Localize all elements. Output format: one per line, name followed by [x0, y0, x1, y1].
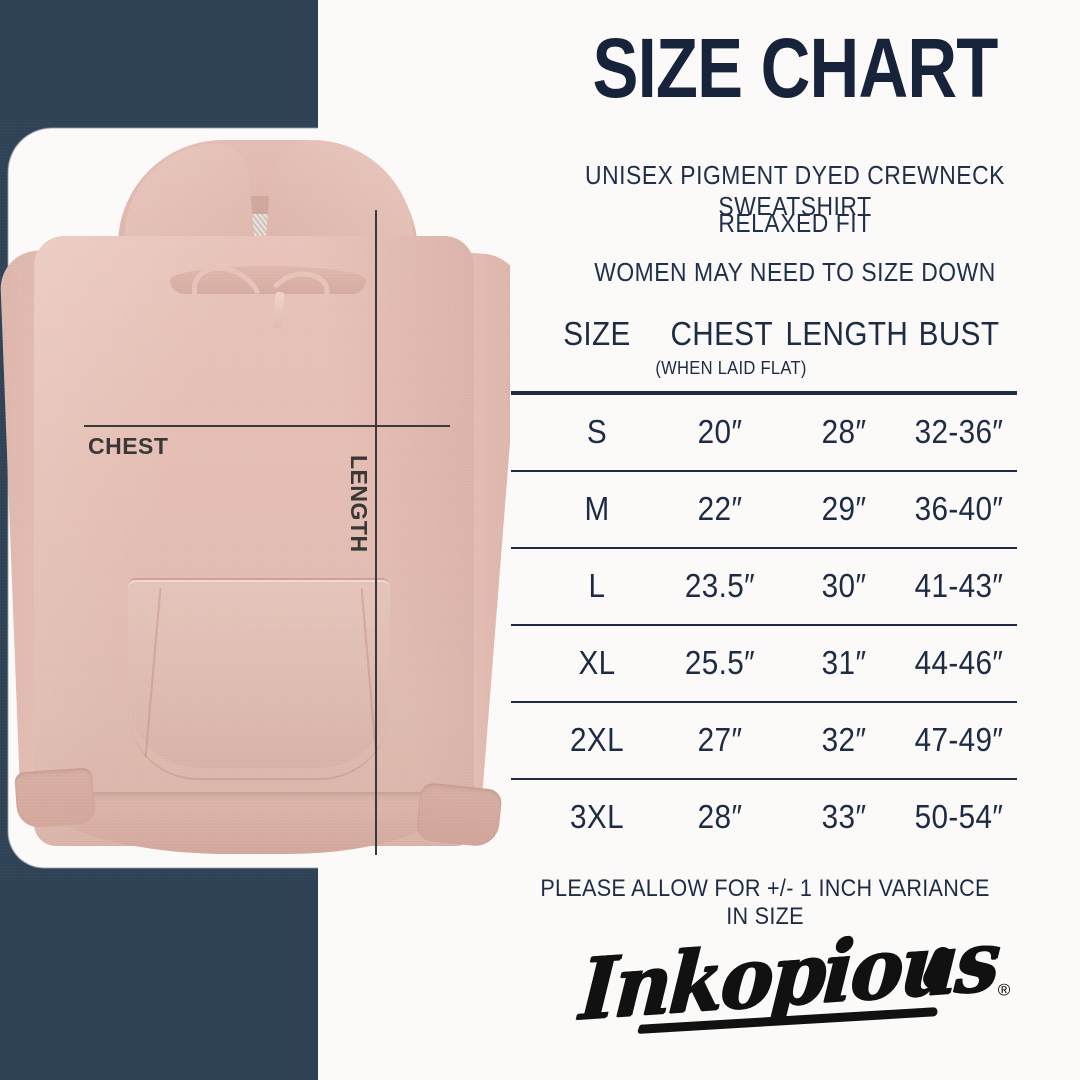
- cell-length: 32″: [821, 721, 867, 758]
- column-header-size: SIZE: [563, 315, 631, 352]
- table-top-rule: [511, 391, 1017, 395]
- column-header-note: (WHEN LAID FLAT): [655, 358, 807, 378]
- cell-bust: 41-43″: [914, 567, 1004, 604]
- table-header-row: SIZE CHEST LENGTH BUST (WHEN LAID FLAT): [511, 315, 1017, 391]
- product-photo: CHEST LENGTH: [0, 0, 510, 1080]
- table-row: 2XL 27″ 32″ 47-49″: [511, 703, 1017, 778]
- brand-logo: Inkopious®: [510, 911, 1080, 1039]
- neck-band: [170, 266, 366, 294]
- sweatshirt-illustration: [0, 0, 510, 1080]
- row-divider: [511, 778, 1017, 780]
- table-row: S 20″ 28″ 32-36″: [511, 395, 1017, 470]
- chart-column: SIZE CHART UNISEX PIGMENT DYED CREWNECK …: [510, 0, 1080, 1080]
- cell-length: 31″: [821, 644, 867, 681]
- logo-wordmark: Inkopious: [576, 911, 1001, 1040]
- table-row: XL 25.5″ 31″ 44-46″: [511, 626, 1017, 701]
- cell-bust: 32-36″: [914, 413, 1004, 450]
- cell-bust: 50-54″: [914, 798, 1004, 835]
- chest-measure-line: [84, 425, 450, 427]
- cell-size: 2XL: [570, 721, 624, 758]
- row-divider: [511, 547, 1017, 549]
- table-row: 3XL 28″ 33″ 50-54″: [511, 780, 1017, 855]
- column-header-chest: CHEST: [670, 315, 773, 352]
- column-header-bust: BUST: [918, 315, 1000, 352]
- row-divider: [511, 470, 1017, 472]
- cell-chest: 25.5″: [684, 644, 756, 681]
- variance-note: PLEASE ALLOW FOR +/- 1 INCH VARIANCE IN …: [540, 875, 990, 930]
- row-divider: [511, 701, 1017, 703]
- size-table: SIZE CHEST LENGTH BUST (WHEN LAID FLAT) …: [511, 315, 1017, 855]
- cuff-right: [415, 781, 503, 849]
- cell-length: 30″: [821, 567, 867, 604]
- cell-size: L: [588, 567, 606, 604]
- cell-bust: 36-40″: [914, 490, 1004, 527]
- table-row: M 22″ 29″ 36-40″: [511, 472, 1017, 547]
- cell-bust: 44-46″: [914, 644, 1004, 681]
- cell-chest: 23.5″: [684, 567, 756, 604]
- cell-chest: 28″: [697, 798, 743, 835]
- cell-bust: 47-49″: [914, 721, 1004, 758]
- cell-chest: 22″: [697, 490, 743, 527]
- cuff-left: [14, 767, 96, 829]
- length-measure-line: [375, 210, 377, 855]
- subtitle-sizing-advice: WOMEN MAY NEED TO SIZE DOWN: [594, 257, 996, 287]
- cell-size: S: [586, 413, 608, 450]
- cell-length: 29″: [821, 490, 867, 527]
- cell-length: 33″: [821, 798, 867, 835]
- subtitle-product: UNISEX PIGMENT DYED CREWNECK SWEATSHIRT: [585, 160, 1005, 221]
- cell-size: M: [584, 490, 610, 527]
- table-row: L 23.5″ 30″ 41-43″: [511, 549, 1017, 624]
- length-measure-label: LENGTH: [346, 455, 372, 553]
- chest-measure-label: CHEST: [88, 433, 169, 459]
- cell-chest: 27″: [697, 721, 743, 758]
- cell-size: 3XL: [570, 798, 624, 835]
- column-header-length: LENGTH: [785, 315, 909, 352]
- cell-length: 28″: [821, 413, 867, 450]
- cell-size: XL: [578, 644, 616, 681]
- subtitle-fit: RELAXED FIT: [718, 208, 872, 238]
- cell-chest: 20″: [697, 413, 743, 450]
- registered-trademark-icon: ®: [997, 980, 1011, 1000]
- page-title: SIZE CHART: [592, 21, 998, 115]
- pocket-bottom-seam: [128, 694, 390, 780]
- garment-body: [34, 236, 474, 846]
- row-divider: [511, 624, 1017, 626]
